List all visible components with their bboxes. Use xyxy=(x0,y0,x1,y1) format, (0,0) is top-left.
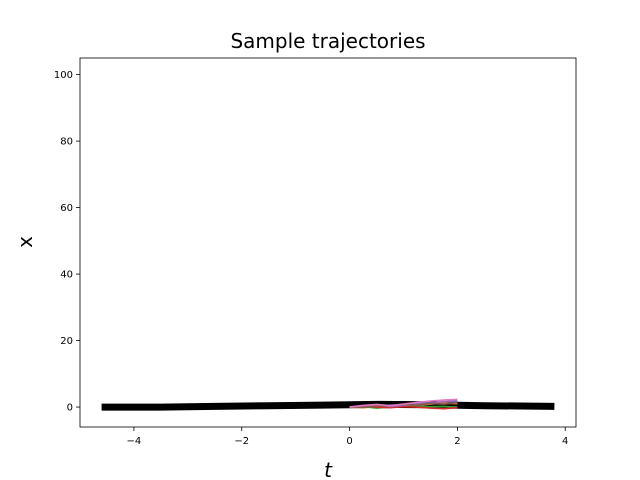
x-tick-label: 0 xyxy=(346,436,352,447)
y-tick-label: 0 xyxy=(67,403,73,414)
x-tick-label: 4 xyxy=(562,436,568,447)
y-tick-label: 20 xyxy=(60,336,73,347)
y-tick-label: 40 xyxy=(60,270,73,281)
y-axis-label: x xyxy=(13,236,37,248)
x-axis-label: t xyxy=(324,458,333,480)
x-tick-label: 2 xyxy=(454,436,460,447)
plot-lines xyxy=(101,398,555,411)
x-ticks: −4 −2 0 2 4 xyxy=(127,427,568,447)
y-tick-label: 60 xyxy=(60,203,73,214)
chart-title: Sample trajectories xyxy=(230,29,425,53)
y-tick-label: 80 xyxy=(60,137,73,148)
x-tick-label: −2 xyxy=(234,436,249,447)
sample-trajectory-line-7 xyxy=(349,398,458,408)
x-tick-label: −4 xyxy=(127,436,142,447)
y-tick-label: 100 xyxy=(54,70,73,81)
axes-frame xyxy=(79,57,577,428)
y-ticks: 0 20 40 60 80 100 xyxy=(54,70,80,414)
mean-trajectory-line xyxy=(101,400,555,411)
